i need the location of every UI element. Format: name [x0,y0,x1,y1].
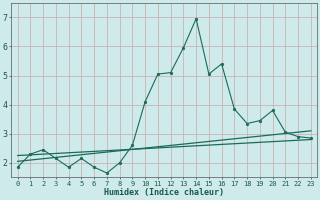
X-axis label: Humidex (Indice chaleur): Humidex (Indice chaleur) [104,188,224,197]
